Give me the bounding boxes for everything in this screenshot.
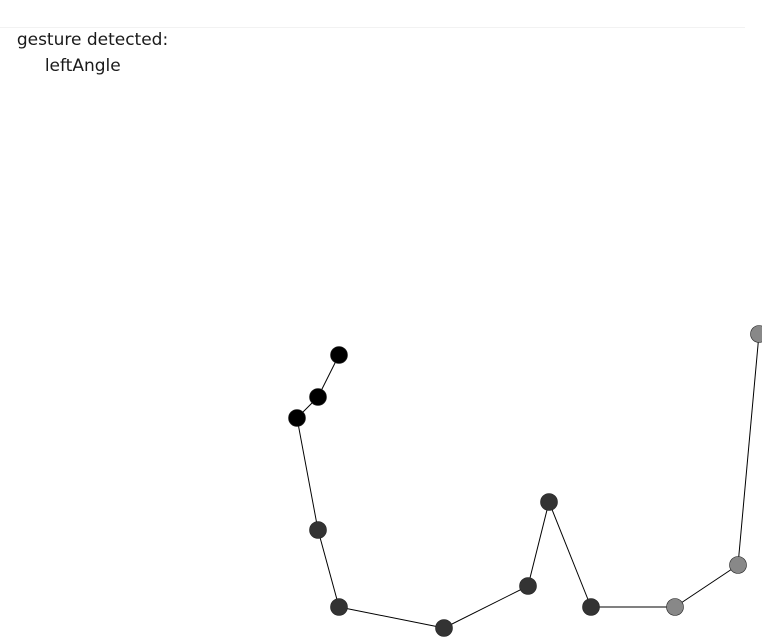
trail-point (750, 325, 762, 343)
status-bar: gesture detected: leftAngle (6, 1, 746, 76)
trail-segment (317, 529, 340, 608)
trail-point (540, 493, 558, 511)
trail-point (435, 619, 453, 637)
trail-point (309, 388, 327, 406)
trail-segment (527, 501, 550, 587)
gesture-name: leftAngle (44, 56, 121, 76)
status-divider (0, 27, 745, 28)
trail-segment (338, 606, 445, 629)
trail-segment (737, 333, 760, 566)
trail-point (729, 556, 747, 574)
status-label: gesture detected: (16, 30, 169, 50)
trail-point (582, 598, 600, 616)
trail-segment (548, 501, 592, 608)
trail-point (288, 409, 306, 427)
gesture-trail-lines (296, 333, 760, 629)
gesture-trail-points (288, 325, 762, 637)
trail-point (309, 521, 327, 539)
trail-segment (443, 585, 529, 629)
trail-point (330, 346, 348, 364)
trail-segment (296, 417, 319, 531)
trail-segment (674, 564, 739, 608)
trail-point (330, 598, 348, 616)
trail-point (519, 577, 537, 595)
trail-point (666, 598, 684, 616)
